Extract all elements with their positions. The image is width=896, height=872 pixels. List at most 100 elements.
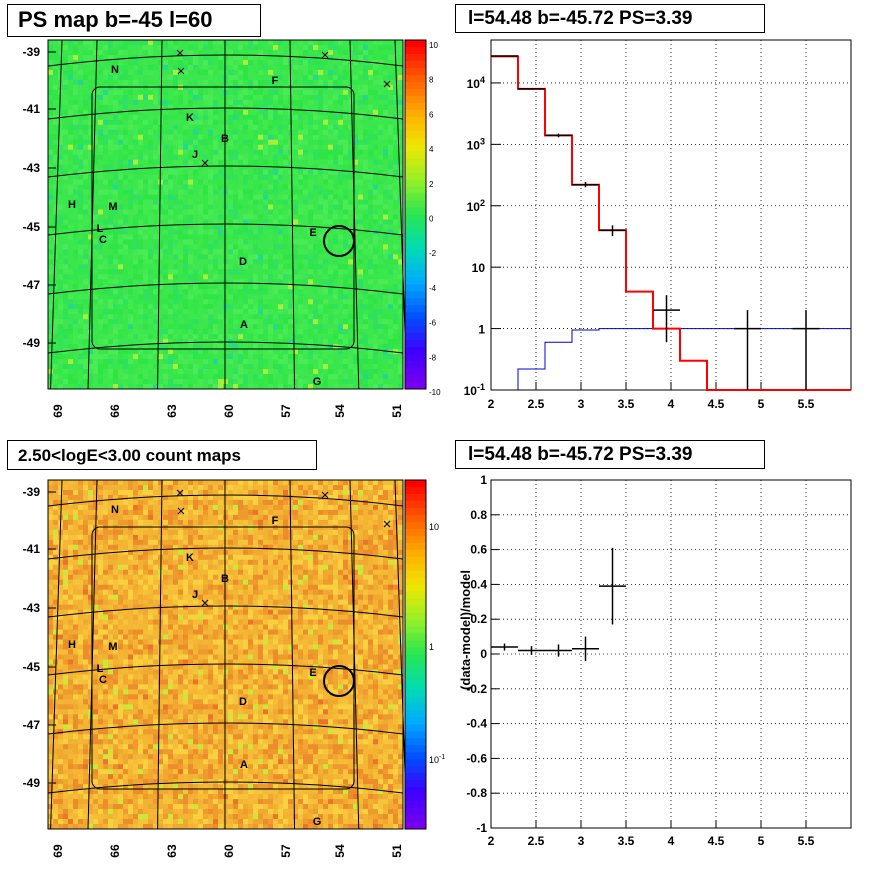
spectrum-xtick-label: 5.5 bbox=[798, 397, 815, 411]
spectrum-xtick-label: 2.5 bbox=[528, 397, 545, 411]
ps-map-frame bbox=[47, 39, 404, 390]
spectrum-xtick-label: 3.5 bbox=[618, 397, 635, 411]
spectrum-total-model-line bbox=[491, 55, 851, 391]
ps-map-colorbar-tick: 2 bbox=[429, 180, 434, 189]
spectrum-ytick-label: 104 bbox=[467, 75, 485, 91]
spectrum-ytick-label: 102 bbox=[467, 198, 485, 214]
ps-map-cells bbox=[48, 40, 404, 390]
count-map-xtick-label: 69 bbox=[51, 844, 65, 858]
residual-ytick-label: 0.8 bbox=[470, 508, 487, 522]
spectrum-ytick-label: 1 bbox=[478, 323, 485, 337]
residual-ytick-label: 0.6 bbox=[470, 543, 487, 557]
count-map-cells bbox=[48, 480, 404, 830]
count-map-source-label-N: N bbox=[111, 504, 119, 516]
count-map-source-label-K: K bbox=[186, 552, 194, 564]
ps-map-source-label-F: F bbox=[272, 75, 279, 87]
count-map-cross-marker bbox=[321, 491, 329, 499]
ps-map-ytick-label: -43 bbox=[23, 161, 41, 175]
residual-xtick-label: 4.5 bbox=[708, 834, 725, 848]
ps-map-source-label-A: A bbox=[240, 319, 248, 331]
count-map-roi-box bbox=[91, 526, 355, 790]
ps-map-colorbar-tick: -6 bbox=[429, 319, 437, 328]
count-map-cross-marker bbox=[177, 507, 185, 515]
ps-map-colorbar-tick: -4 bbox=[429, 284, 437, 293]
ps-map-xtick-label: 54 bbox=[333, 404, 347, 418]
ps-map-colorbar-tick: -2 bbox=[429, 249, 437, 258]
ps-map-source-label-G: G bbox=[313, 376, 322, 388]
residual-xtick-label: 5 bbox=[758, 834, 765, 848]
ps-map-colorbar-tick: 10 bbox=[429, 41, 438, 50]
spectrum-xtick-label: 2 bbox=[488, 397, 495, 411]
count-map-xtick-label: 57 bbox=[279, 844, 293, 858]
ps-map-cross-marker bbox=[321, 51, 329, 59]
ps-map-colorbar-tick: 6 bbox=[429, 110, 434, 119]
count-map-source-label-B: B bbox=[221, 573, 229, 585]
count-map-target-circle bbox=[323, 665, 355, 697]
spectrum-ytick-label: 103 bbox=[467, 136, 485, 152]
ps-map-title: PS map b=-45 l=60 bbox=[7, 4, 261, 37]
ps-map-source-label-K: K bbox=[186, 112, 194, 124]
count-map-ytick-label: -39 bbox=[23, 485, 41, 499]
count-map-source-label-J: J bbox=[192, 589, 198, 601]
count-map-source-label-M: M bbox=[108, 641, 117, 653]
count-map-xtick-label: 63 bbox=[165, 844, 179, 858]
ps-map-ytick-label: -49 bbox=[23, 336, 41, 350]
ps-map-colorbar-tick: -10 bbox=[429, 388, 441, 397]
spectrum-ytick-label: 10-1 bbox=[464, 382, 485, 398]
ps-map-source-label-N: N bbox=[111, 64, 119, 76]
spectrum-title: l=54.48 b=-45.72 PS=3.39 bbox=[455, 4, 765, 33]
count-map-source-label-E: E bbox=[309, 667, 316, 679]
ps-map-target-circle bbox=[323, 225, 355, 257]
count-map-source-label-H: H bbox=[68, 639, 76, 651]
ps-map-source-label-D: D bbox=[239, 256, 247, 268]
ps-map-colorbar-tick: -8 bbox=[429, 353, 437, 362]
ps-map-cross-marker bbox=[383, 80, 391, 88]
residual-ytick-label: -0.6 bbox=[466, 751, 487, 765]
residual-ytick-label: -0.4 bbox=[466, 717, 487, 731]
count-map-source-label-F: F bbox=[272, 515, 279, 527]
ps-map-cross-marker bbox=[177, 67, 185, 75]
count-map-ytick-label: -47 bbox=[23, 718, 41, 732]
residual-grid bbox=[491, 480, 851, 828]
residual-xtick-label: 4 bbox=[668, 834, 675, 848]
ps-map-cross-marker bbox=[201, 159, 209, 167]
ps-map-ytick-label: -45 bbox=[23, 220, 41, 234]
count-map-source-label-G: G bbox=[313, 816, 322, 828]
residual-xtick-label: 5.5 bbox=[798, 834, 815, 848]
count-map-colorbar-tick: 10-1 bbox=[429, 754, 445, 765]
count-map-ytick-label: -43 bbox=[23, 601, 41, 615]
residual-title: l=54.48 b=-45.72 PS=3.39 bbox=[455, 440, 765, 469]
ps-map-colorbar-tick: 0 bbox=[429, 215, 434, 224]
residual-xtick-label: 2 bbox=[488, 834, 495, 848]
count-map-xtick-label: 54 bbox=[333, 844, 347, 858]
ps-map-source-label-M: M bbox=[108, 201, 117, 213]
count-map-cross-marker bbox=[176, 489, 184, 497]
spectrum-xtick-label: 4 bbox=[668, 397, 675, 411]
count-map-cross-marker bbox=[383, 520, 391, 528]
count-map-source-label-L: L bbox=[97, 663, 104, 675]
ps-map-ytick-label: -41 bbox=[23, 102, 41, 116]
count-map-xtick-label: 66 bbox=[108, 844, 122, 858]
spectrum-xtick-label: 5 bbox=[758, 397, 765, 411]
count-map-frame bbox=[47, 479, 404, 830]
count-map-colorbar-tick: 1 bbox=[429, 642, 434, 652]
ps-map-colorbar-frame bbox=[404, 39, 427, 390]
ps-map-xtick-label: 66 bbox=[108, 404, 122, 418]
count-map-source-label-C: C bbox=[99, 674, 107, 686]
ps-map-xtick-label: 63 bbox=[165, 404, 179, 418]
ps-map-xtick-label: 57 bbox=[279, 404, 293, 418]
residual-ylabel: (data-model)/model bbox=[458, 570, 473, 690]
ps-map-colorbar-tick: 4 bbox=[429, 145, 434, 154]
ps-map-ytick-label: -47 bbox=[23, 278, 41, 292]
ps-map-roi-box bbox=[91, 86, 355, 350]
residual-xtick-label: 3 bbox=[578, 834, 585, 848]
count-map-colorbar-tick: 10 bbox=[429, 522, 439, 532]
residual-ytick-label: 1 bbox=[480, 473, 487, 487]
count-map-xtick-label: 60 bbox=[222, 844, 236, 858]
ps-map-xtick-label: 60 bbox=[222, 404, 236, 418]
spectrum-background-model-line bbox=[517, 328, 851, 390]
spectrum-xtick-label: 4.5 bbox=[708, 397, 725, 411]
residual-ytick-label: 0.2 bbox=[470, 612, 487, 626]
spectrum-xtick-label: 3 bbox=[578, 397, 585, 411]
